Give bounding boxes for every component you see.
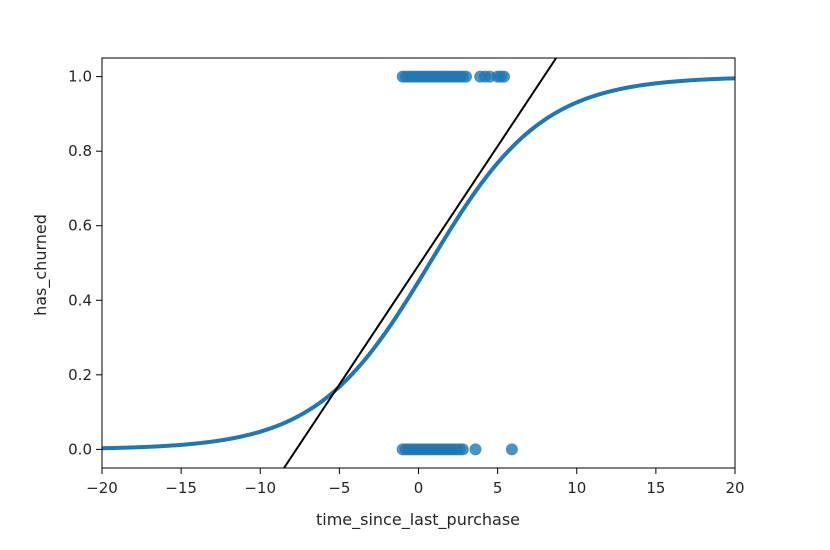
data-point: [469, 443, 482, 456]
x-tick-label: 0: [414, 479, 424, 497]
y-tick-label: 0.6: [68, 217, 92, 235]
x-tick-label: 20: [725, 479, 744, 497]
x-tick-label: −15: [165, 479, 197, 497]
y-tick-label: 0.2: [68, 366, 92, 384]
x-tick-label: 10: [567, 479, 586, 497]
x-tick-label: −20: [86, 479, 118, 497]
y-axis-label: has_churned: [31, 214, 51, 316]
axes: −20 −15 −10 −5 0 5 10 15 20 0.0 0.2 0.4 0.6 0.8 1.0: [68, 57, 745, 497]
x-tick-label: −5: [328, 479, 350, 497]
plot-area: [102, 58, 735, 468]
tangent-line: [283, 58, 558, 468]
y-tick-label: 0.0: [68, 440, 92, 458]
data-point: [505, 443, 518, 456]
data-point: [459, 70, 472, 83]
x-tick-label: 15: [646, 479, 665, 497]
logistic-curve: [102, 76, 735, 451]
y-tick-label: 1.0: [68, 68, 92, 86]
axes-frame: [101, 57, 736, 469]
data-point: [497, 70, 510, 83]
y-tick-label: 0.4: [68, 291, 92, 309]
y-tick-label: 0.8: [68, 142, 92, 160]
x-tick-label: 5: [493, 479, 503, 497]
x-tick-label: −10: [244, 479, 276, 497]
data-point: [456, 443, 469, 456]
x-axis-label: time_since_last_purchase: [316, 510, 520, 530]
